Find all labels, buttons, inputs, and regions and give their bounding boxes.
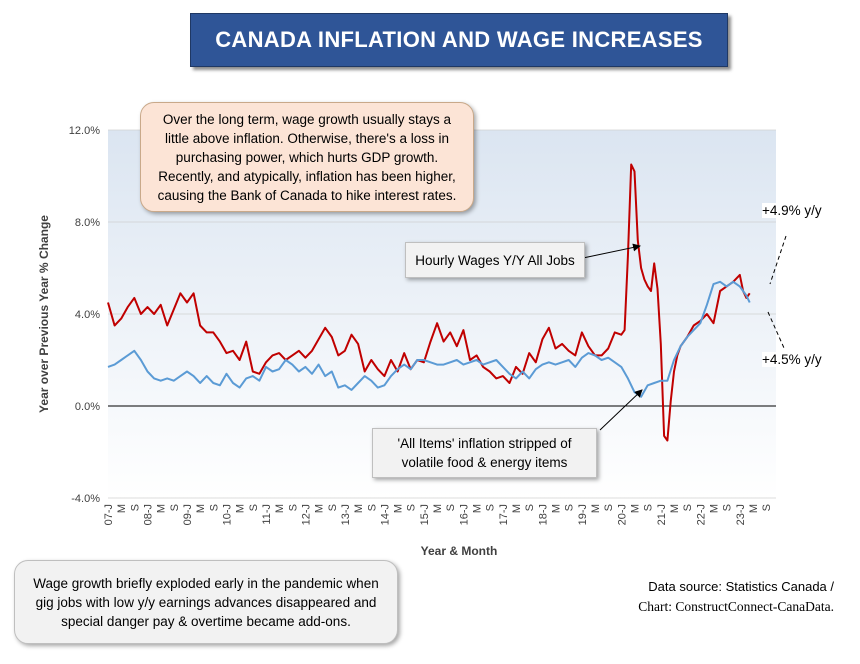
x-tick-label: 09-J — [182, 504, 194, 525]
x-tick-label: 22-J — [695, 504, 707, 525]
x-tick-label: S — [643, 504, 655, 511]
x-tick-label: 23-J — [735, 504, 747, 525]
x-tick-label: 20-J — [616, 504, 628, 525]
x-tick-label: S — [169, 504, 181, 511]
x-tick-label: S — [682, 504, 694, 511]
wages-line — [107, 163, 751, 442]
wages-latest-connector — [769, 235, 787, 285]
inflation-label-arrow — [599, 389, 643, 431]
x-tick-label: 07-J — [103, 504, 115, 525]
x-tick-label: M — [156, 504, 168, 513]
source-line-1: Data source: Statistics Canada / — [648, 579, 834, 594]
x-tick-label: M — [314, 504, 326, 513]
x-tick-label: S — [129, 504, 141, 511]
x-tick-label: S — [524, 504, 536, 511]
x-tick-label: M — [274, 504, 286, 513]
x-tick-label: M — [472, 504, 484, 513]
x-tick-label: 14-J — [379, 504, 391, 525]
x-tick-label: M — [235, 504, 247, 513]
x-tick-label: 16-J — [458, 504, 470, 525]
x-tick-label: M — [393, 504, 405, 513]
y-tick-label: 4.0% — [75, 309, 100, 321]
x-tick-label: S — [327, 504, 339, 511]
x-tick-label: S — [564, 504, 576, 511]
x-tick-label: M — [116, 504, 128, 513]
y-tick-label: 8.0% — [75, 217, 100, 229]
source-line-2: Chart: ConstructConnect-CanaData. — [638, 599, 834, 614]
x-tick-label: M — [748, 504, 760, 513]
x-tick-label: M — [551, 504, 563, 513]
x-tick-label: S — [722, 504, 734, 511]
x-tick-label: S — [761, 504, 773, 511]
x-tick-label: 13-J — [340, 504, 352, 525]
x-axis-title: Year & Month — [421, 544, 498, 558]
x-tick-label: S — [248, 504, 260, 511]
wages-label-arrow — [582, 243, 641, 259]
x-tick-label: S — [406, 504, 418, 511]
x-tick-label: S — [208, 504, 220, 511]
x-tick-label: S — [603, 504, 615, 511]
y-axis-title: Year over Previous Year % Change — [37, 215, 51, 413]
x-tick-label: M — [630, 504, 642, 513]
inflation-series-label: 'All Items' inflation stripped of volati… — [372, 428, 597, 478]
x-tick-label: M — [590, 504, 602, 513]
x-tick-label: 10-J — [221, 504, 233, 525]
x-tick-label: 18-J — [537, 504, 549, 525]
x-tick-label: 11-J — [261, 504, 273, 525]
wages-latest-label: +4.9% y/y — [762, 203, 822, 218]
x-tick-label: M — [353, 504, 365, 513]
y-tick-label: 0.0% — [75, 401, 100, 413]
inflation-latest-label: +4.5% y/y — [762, 352, 822, 367]
x-tick-label: S — [366, 504, 378, 511]
x-tick-label: M — [511, 504, 523, 513]
annotation-pandemic: Wage growth briefly exploded early in th… — [14, 560, 398, 644]
wages-series-label: Hourly Wages Y/Y All Jobs — [405, 242, 585, 278]
x-tick-label: S — [445, 504, 457, 511]
x-tick-label: M — [195, 504, 207, 513]
x-tick-label: 19-J — [577, 504, 589, 525]
x-tick-label: M — [708, 504, 720, 513]
x-tick-label: 21-J — [656, 504, 668, 525]
annotation-long-term: Over the long term, wage growth usually … — [140, 102, 474, 212]
x-tick-label: S — [287, 504, 299, 511]
x-tick-label: 17-J — [498, 504, 510, 525]
inflation-line — [107, 280, 751, 398]
x-tick-label: M — [669, 504, 681, 513]
source-note: Data source: Statistics Canada / Chart: … — [638, 577, 834, 617]
y-tick-label: -4.0% — [71, 493, 100, 505]
x-tick-label: 15-J — [419, 504, 431, 525]
x-tick-label: M — [432, 504, 444, 513]
y-tick-label: 12.0% — [69, 125, 100, 137]
x-tick-label: 08-J — [142, 504, 154, 525]
x-tick-label: 12-J — [300, 504, 312, 525]
chart-title: CANADA INFLATION AND WAGE INCREASES — [190, 13, 728, 67]
x-tick-label: S — [485, 504, 497, 511]
